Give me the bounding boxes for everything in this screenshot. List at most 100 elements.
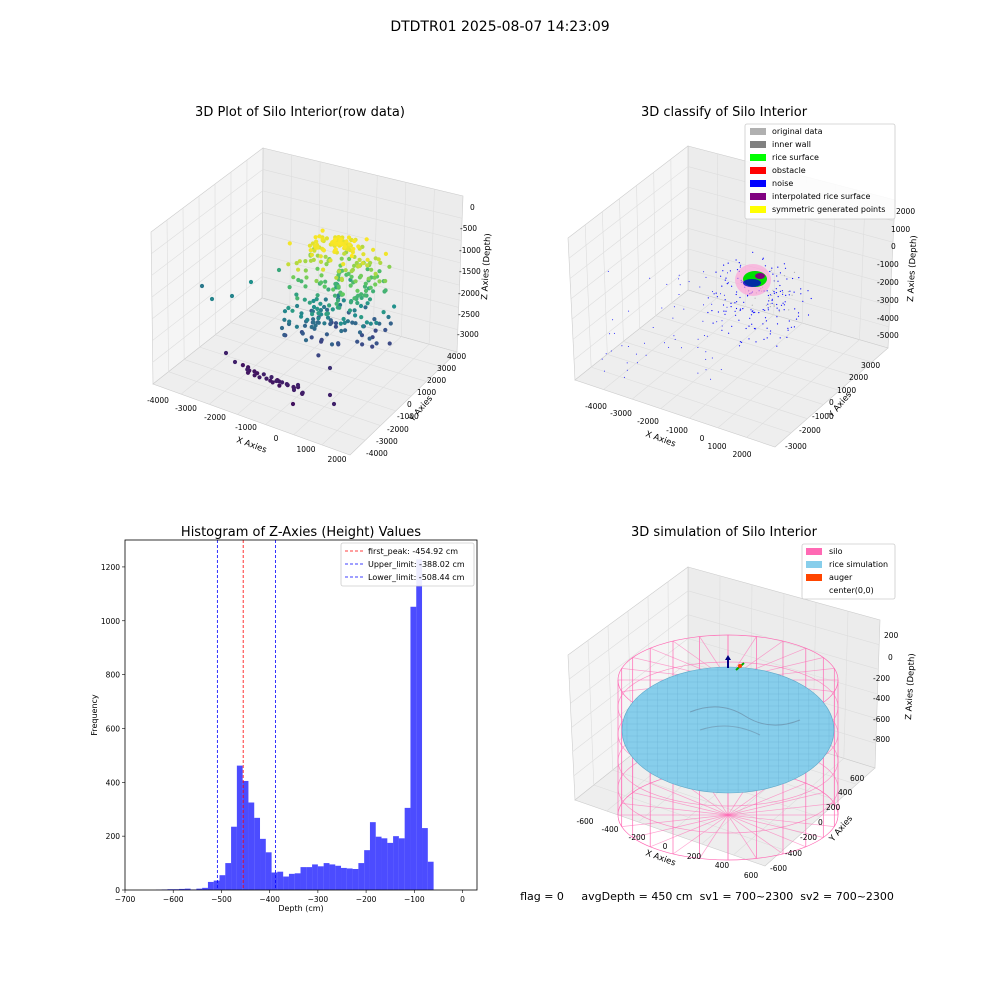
cls-noise-point <box>699 286 701 288</box>
raw-point <box>296 277 301 283</box>
raw-point <box>356 293 361 298</box>
cls-noise-point <box>721 329 723 331</box>
raw-point <box>377 279 382 284</box>
raw-point <box>355 288 360 293</box>
raw-point <box>347 308 353 313</box>
cls-original-point <box>772 289 774 291</box>
raw-point <box>326 287 331 292</box>
sim-xtick: -600 <box>576 817 593 826</box>
cls-noise-point <box>753 328 756 330</box>
cls-noise-point <box>673 306 675 308</box>
cls-noise-point <box>802 300 804 302</box>
raw-point <box>316 311 321 316</box>
hist-xlabel: Depth (cm) <box>278 904 323 913</box>
cls-noise-point <box>773 291 775 293</box>
raw-point <box>330 307 335 312</box>
figure-title: DTDTR01 2025-08-07 14:23:09 <box>390 19 609 35</box>
cls-noise-point <box>727 282 729 284</box>
raw-point <box>282 309 288 314</box>
cls-noise-point <box>705 351 707 353</box>
raw-point <box>295 296 300 301</box>
cls-noise-point <box>645 354 647 356</box>
panel-raw-title: 3D Plot of Silo Interior(row data) <box>195 105 405 120</box>
raw-point <box>323 254 328 259</box>
raw-point <box>294 292 299 297</box>
raw-point <box>346 235 352 240</box>
cls-noise-point <box>703 335 705 336</box>
cls-noise-point <box>724 313 726 315</box>
raw-ztick: -2500 <box>458 310 480 319</box>
cls-noise-point <box>784 301 786 303</box>
raw-point <box>322 304 327 310</box>
raw-point <box>327 365 333 371</box>
raw-point <box>261 372 266 377</box>
hist-bar <box>306 867 313 890</box>
raw-point <box>294 261 299 266</box>
cls-noise-point <box>754 328 757 330</box>
raw-point <box>374 320 379 325</box>
sim-ztick: -400 <box>873 694 890 703</box>
sim-ytick: -600 <box>770 864 787 873</box>
cls-original-point <box>788 309 790 311</box>
cls-noise-point <box>712 291 713 293</box>
raw-point <box>337 305 342 310</box>
sim-ztick: -200 <box>873 674 890 683</box>
cls-noise-point <box>644 342 645 344</box>
hist-ytick-label: 600 <box>106 724 121 733</box>
cls-noise-point <box>769 294 772 296</box>
cls-noise-point <box>772 273 774 275</box>
raw-point <box>324 262 329 267</box>
hist-bar <box>248 802 255 890</box>
raw-point <box>328 258 333 263</box>
raw-point <box>368 285 373 290</box>
cls-noise-point <box>726 306 728 308</box>
cls-noise-point <box>613 332 615 334</box>
cls-noise-point <box>722 270 724 272</box>
raw-point <box>324 236 329 241</box>
cls-noise-point <box>727 262 729 264</box>
hist-bar <box>323 863 330 890</box>
raw-point <box>362 293 367 298</box>
raw-point <box>333 324 338 329</box>
cls-noise-point <box>762 258 764 260</box>
raw-point <box>252 369 257 374</box>
raw-point <box>245 370 251 375</box>
cls-noise-point <box>778 309 780 311</box>
cls-noise-point <box>767 307 769 309</box>
cls-noise-point <box>782 302 784 304</box>
raw-point <box>248 279 254 285</box>
raw-point <box>300 331 305 336</box>
cls-noise-point <box>788 320 790 322</box>
cls-noise-point <box>800 293 802 295</box>
raw-point <box>336 269 342 274</box>
cls-noise-point <box>750 309 752 311</box>
raw-point <box>321 267 326 272</box>
cls-noise-point <box>779 272 782 274</box>
raw-ytick: 1000 <box>417 388 436 397</box>
sim-ztick: -800 <box>873 735 890 744</box>
cls-noise-point <box>741 341 743 343</box>
raw-point <box>352 308 357 313</box>
raw-point <box>353 321 358 326</box>
raw-point <box>342 251 347 256</box>
raw-point <box>276 267 282 273</box>
raw-point <box>360 342 365 347</box>
cls-noise-point <box>753 312 755 314</box>
hist-xtick-label: −100 <box>404 895 425 904</box>
cls-noise-point <box>723 294 725 296</box>
raw-point <box>309 335 314 340</box>
sim-xtick: -400 <box>601 825 618 834</box>
cls-noise-point <box>661 307 663 309</box>
raw-point <box>296 267 301 272</box>
legend-swatch <box>806 574 822 581</box>
cls-noise-point <box>771 298 773 300</box>
sim-ztick: 200 <box>884 631 899 640</box>
cls-noise-point <box>728 332 730 334</box>
hist-xtick-label: −500 <box>211 895 232 904</box>
cls-original-point <box>782 291 784 294</box>
raw-point <box>377 269 382 274</box>
raw-point <box>287 319 292 324</box>
raw-point <box>279 325 285 331</box>
raw-point <box>297 259 302 264</box>
hist-bar <box>346 868 353 890</box>
